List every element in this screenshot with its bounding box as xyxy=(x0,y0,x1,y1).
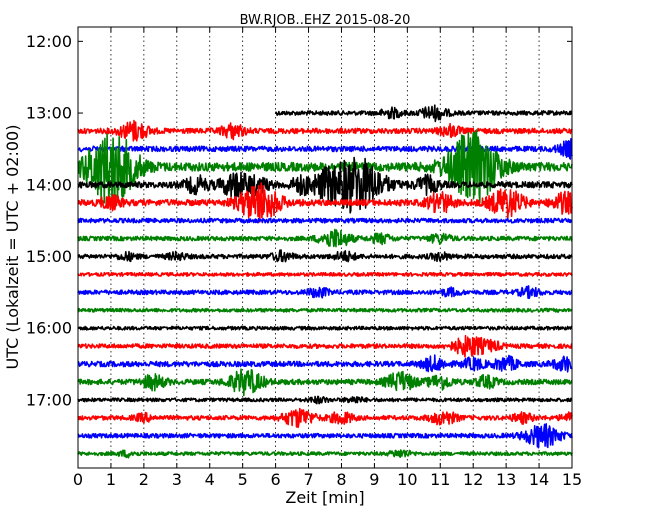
x-tick-label: 8 xyxy=(336,470,346,489)
trace-1430 xyxy=(77,217,573,224)
x-tick-label: 14 xyxy=(529,470,549,489)
y-tick-label: 14:00 xyxy=(26,175,72,194)
trace-1745 xyxy=(77,449,573,459)
trace-1330 xyxy=(77,138,573,160)
y-tick-label: 12:00 xyxy=(26,32,72,51)
seismic-traces xyxy=(77,104,573,459)
trace-1645 xyxy=(77,368,573,397)
x-tick-label: 15 xyxy=(562,470,582,489)
x-tick-label: 13 xyxy=(496,470,516,489)
y-axis-label: UTC (Lokalzeit = UTC + 02:00) xyxy=(3,125,22,370)
trace-1615 xyxy=(77,334,573,358)
y-tick-label: 13:00 xyxy=(26,104,72,123)
x-tick-label: 11 xyxy=(430,470,450,489)
trace-1445 xyxy=(77,228,573,248)
trace-1400 xyxy=(77,156,573,214)
trace-1730 xyxy=(77,423,573,449)
trace-1500 xyxy=(77,249,573,263)
x-tick-label: 6 xyxy=(271,470,281,489)
y-axis-ticks: 12:00 13:00 14:00 15:00 16:00 17:00 xyxy=(26,32,572,409)
x-tick-label: 4 xyxy=(205,470,215,489)
x-tick-label: 9 xyxy=(369,470,379,489)
trace-1515 xyxy=(77,271,573,277)
plot-area xyxy=(78,27,572,468)
trace-1530 xyxy=(77,285,573,300)
trace-1300 xyxy=(274,104,573,123)
trace-1715 xyxy=(77,407,573,429)
x-tick-label: 3 xyxy=(172,470,182,489)
x-tick-label: 0 xyxy=(73,470,83,489)
grid-lines xyxy=(110,27,540,468)
trace-1700 xyxy=(77,395,573,405)
trace-1630 xyxy=(77,354,573,373)
y-tick-label: 17:00 xyxy=(26,390,72,409)
x-tick-label: 5 xyxy=(238,470,248,489)
y-tick-label: 15:00 xyxy=(26,247,72,266)
x-axis-label: Zeit [min] xyxy=(285,488,364,507)
y-tick-label: 16:00 xyxy=(26,319,72,338)
x-axis-ticks: 0 1 2 3 4 5 6 7 8 9 10 11 12 13 14 15 xyxy=(73,27,582,489)
x-tick-label: 12 xyxy=(463,470,483,489)
trace-1600 xyxy=(77,325,573,331)
x-tick-label: 7 xyxy=(303,470,313,489)
x-tick-label: 1 xyxy=(106,470,116,489)
x-tick-label: 2 xyxy=(139,470,149,489)
trace-1545 xyxy=(77,307,573,313)
plot-frame xyxy=(77,26,573,469)
x-tick-label: 10 xyxy=(397,470,417,489)
trace-1315 xyxy=(77,119,573,142)
chart-title: BW.RJOB..EHZ 2015-08-20 xyxy=(240,13,411,28)
trace-1415 xyxy=(77,182,573,223)
